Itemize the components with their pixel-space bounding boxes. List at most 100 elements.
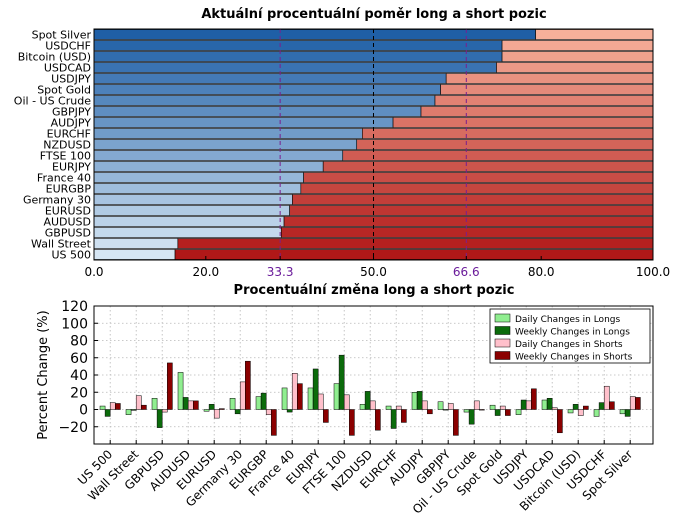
short-bar — [303, 172, 654, 183]
change-chart-title: Procentuální změna long a short pozic — [234, 283, 515, 298]
change-bar — [193, 400, 199, 410]
change-bar — [297, 383, 303, 410]
change-bar — [463, 409, 470, 413]
category-label: EURCHF — [47, 128, 91, 141]
change-bar — [494, 409, 501, 416]
long-bar — [93, 73, 447, 84]
short-bar — [300, 183, 654, 194]
category-label: US 500 — [51, 249, 91, 262]
change-bar — [343, 394, 350, 410]
long-bar — [93, 161, 324, 172]
y-tick-label: 40 — [70, 368, 88, 384]
long-bar — [93, 194, 293, 205]
long-bar — [93, 51, 503, 62]
short-bar — [177, 238, 654, 249]
category-label: USDCAD — [44, 62, 91, 75]
change-bar — [125, 409, 132, 415]
short-bar — [356, 139, 654, 150]
change-bar — [109, 402, 116, 410]
long-bar — [93, 216, 285, 227]
change-bar — [281, 387, 288, 410]
change-bar — [213, 409, 220, 419]
x-tick-label: 20.0 — [192, 265, 219, 279]
short-bar — [342, 150, 654, 161]
x-tick-label: 66.6 — [453, 265, 480, 279]
long-bar — [93, 227, 282, 238]
change-bar — [572, 404, 579, 410]
legend-label: Weekly Changes in Longs — [515, 328, 630, 338]
short-bar — [283, 216, 654, 227]
change-bar — [177, 372, 184, 410]
change-bar — [115, 403, 121, 410]
short-bar — [434, 95, 654, 106]
change-bar — [375, 409, 381, 431]
category-label: AUDJPY — [51, 117, 92, 130]
change-bar — [141, 404, 147, 410]
change-bar — [583, 405, 589, 410]
x-tick-label: 100.0 — [636, 265, 670, 279]
category-label: USDJPY — [51, 73, 91, 86]
y-tick-label: 100 — [61, 316, 88, 332]
short-bar — [392, 117, 654, 128]
change-bar — [99, 405, 106, 410]
change-bar — [333, 383, 340, 410]
change-bar — [416, 391, 423, 410]
change-bar — [520, 399, 527, 410]
long-bar — [93, 62, 497, 73]
legend-label: Weekly Changes in Shorts — [515, 353, 633, 363]
change-bar — [479, 409, 485, 411]
change-bar — [364, 391, 371, 410]
change-bar — [635, 397, 641, 410]
long-bar — [93, 172, 304, 183]
short-bar — [289, 205, 654, 216]
change-bar — [167, 362, 173, 410]
change-bar — [624, 409, 631, 417]
change-bar — [609, 401, 615, 410]
change-bar — [577, 409, 584, 416]
long-bar — [93, 84, 441, 95]
short-bar — [535, 29, 654, 40]
change-bar — [219, 408, 225, 410]
category-label: GBPJPY — [52, 106, 91, 119]
change-bar — [411, 392, 418, 410]
change-bar — [208, 404, 215, 410]
category-label: NZDUSD — [43, 139, 91, 152]
long-bar — [93, 29, 536, 40]
legend-label: Daily Changes in Longs — [515, 315, 620, 325]
change-bar — [151, 398, 158, 410]
short-bar — [420, 106, 654, 117]
short-bar — [362, 128, 654, 139]
short-bar — [440, 84, 654, 95]
legend-swatch — [494, 313, 511, 323]
category-label: Germany 30 — [23, 194, 91, 207]
short-bar — [174, 249, 654, 260]
category-label: EURGBP — [46, 183, 92, 196]
y-tick-label: 60 — [70, 351, 88, 367]
change-bar — [130, 409, 137, 411]
category-label: Wall Street — [31, 238, 92, 251]
long-bar — [93, 238, 179, 249]
change-bar — [338, 354, 345, 410]
change-bar — [271, 409, 277, 436]
ratio-reference-lines — [279, 29, 467, 260]
change-chart: Procentuální změna long a short pozic 12… — [36, 283, 654, 515]
change-bars — [99, 354, 641, 436]
change-bar — [525, 400, 532, 410]
change-bar — [104, 409, 111, 417]
change-bar — [255, 396, 262, 410]
change-bar — [401, 409, 407, 423]
change-bar — [442, 409, 449, 411]
change-bar — [546, 398, 553, 410]
short-bar — [501, 40, 654, 51]
change-bar — [437, 401, 444, 410]
x-tick-label: 50.0 — [360, 265, 387, 279]
long-bar — [93, 205, 290, 216]
change-bar — [182, 397, 189, 410]
change-bar — [505, 409, 511, 416]
legend-box — [489, 308, 651, 364]
change-y-axis-label: Percent Change (%) — [36, 310, 51, 439]
change-bar — [567, 409, 574, 414]
long-bar — [93, 95, 436, 106]
